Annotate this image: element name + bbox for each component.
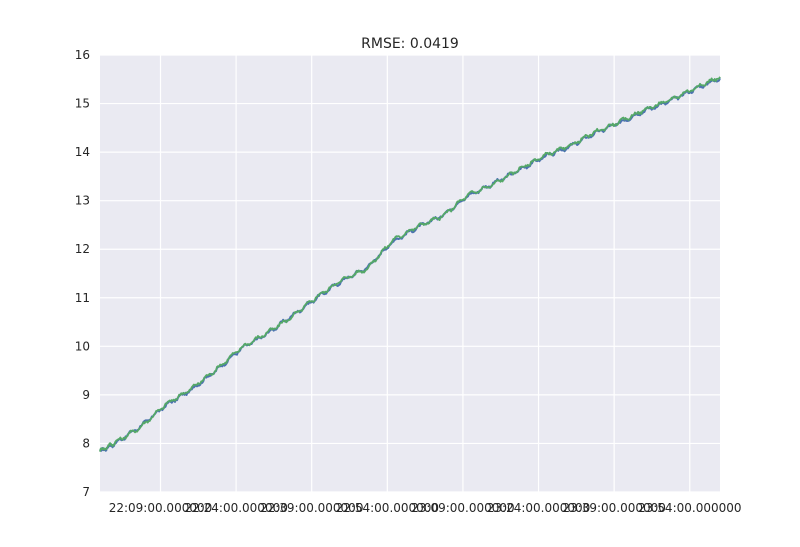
x-tick-label: 23:39:00.000000 [562,501,666,515]
x-tick-label: 23:24:00.000000 [487,501,591,515]
series-layer [99,76,721,452]
plot-area [100,55,720,492]
y-tick-label: 11 [75,291,90,305]
y-tick-labels: 7 8 9 10 11 12 13 14 15 16 [75,48,90,499]
x-tick-label: 22:24:00.000000 [184,501,288,515]
y-tick-label: 9 [82,388,90,402]
y-tick-label: 10 [75,339,90,353]
x-tick-label: 22:39:00.000000 [260,501,364,515]
y-tick-label: 14 [75,145,90,159]
y-tick-label: 12 [75,242,90,256]
y-tick-label: 15 [75,97,90,111]
x-tick-label: 23:54:00.000000 [638,501,742,515]
x-tick-labels: 22:09:00.00000022:24:00.00000022:39:00.0… [109,501,742,515]
y-tick-label: 7 [82,485,90,499]
y-tick-label: 8 [82,436,90,450]
x-tick-label: 22:09:00.000000 [109,501,213,515]
y-tick-label: 13 [75,194,90,208]
chart-title: RMSE: 0.0419 [361,36,459,52]
series-line-2 [99,76,721,452]
grid-lines [100,54,720,493]
y-tick-label: 16 [75,48,90,62]
x-tick-label: 23:09:00.000000 [411,501,515,515]
x-tick-label: 22:54:00.000000 [336,501,440,515]
